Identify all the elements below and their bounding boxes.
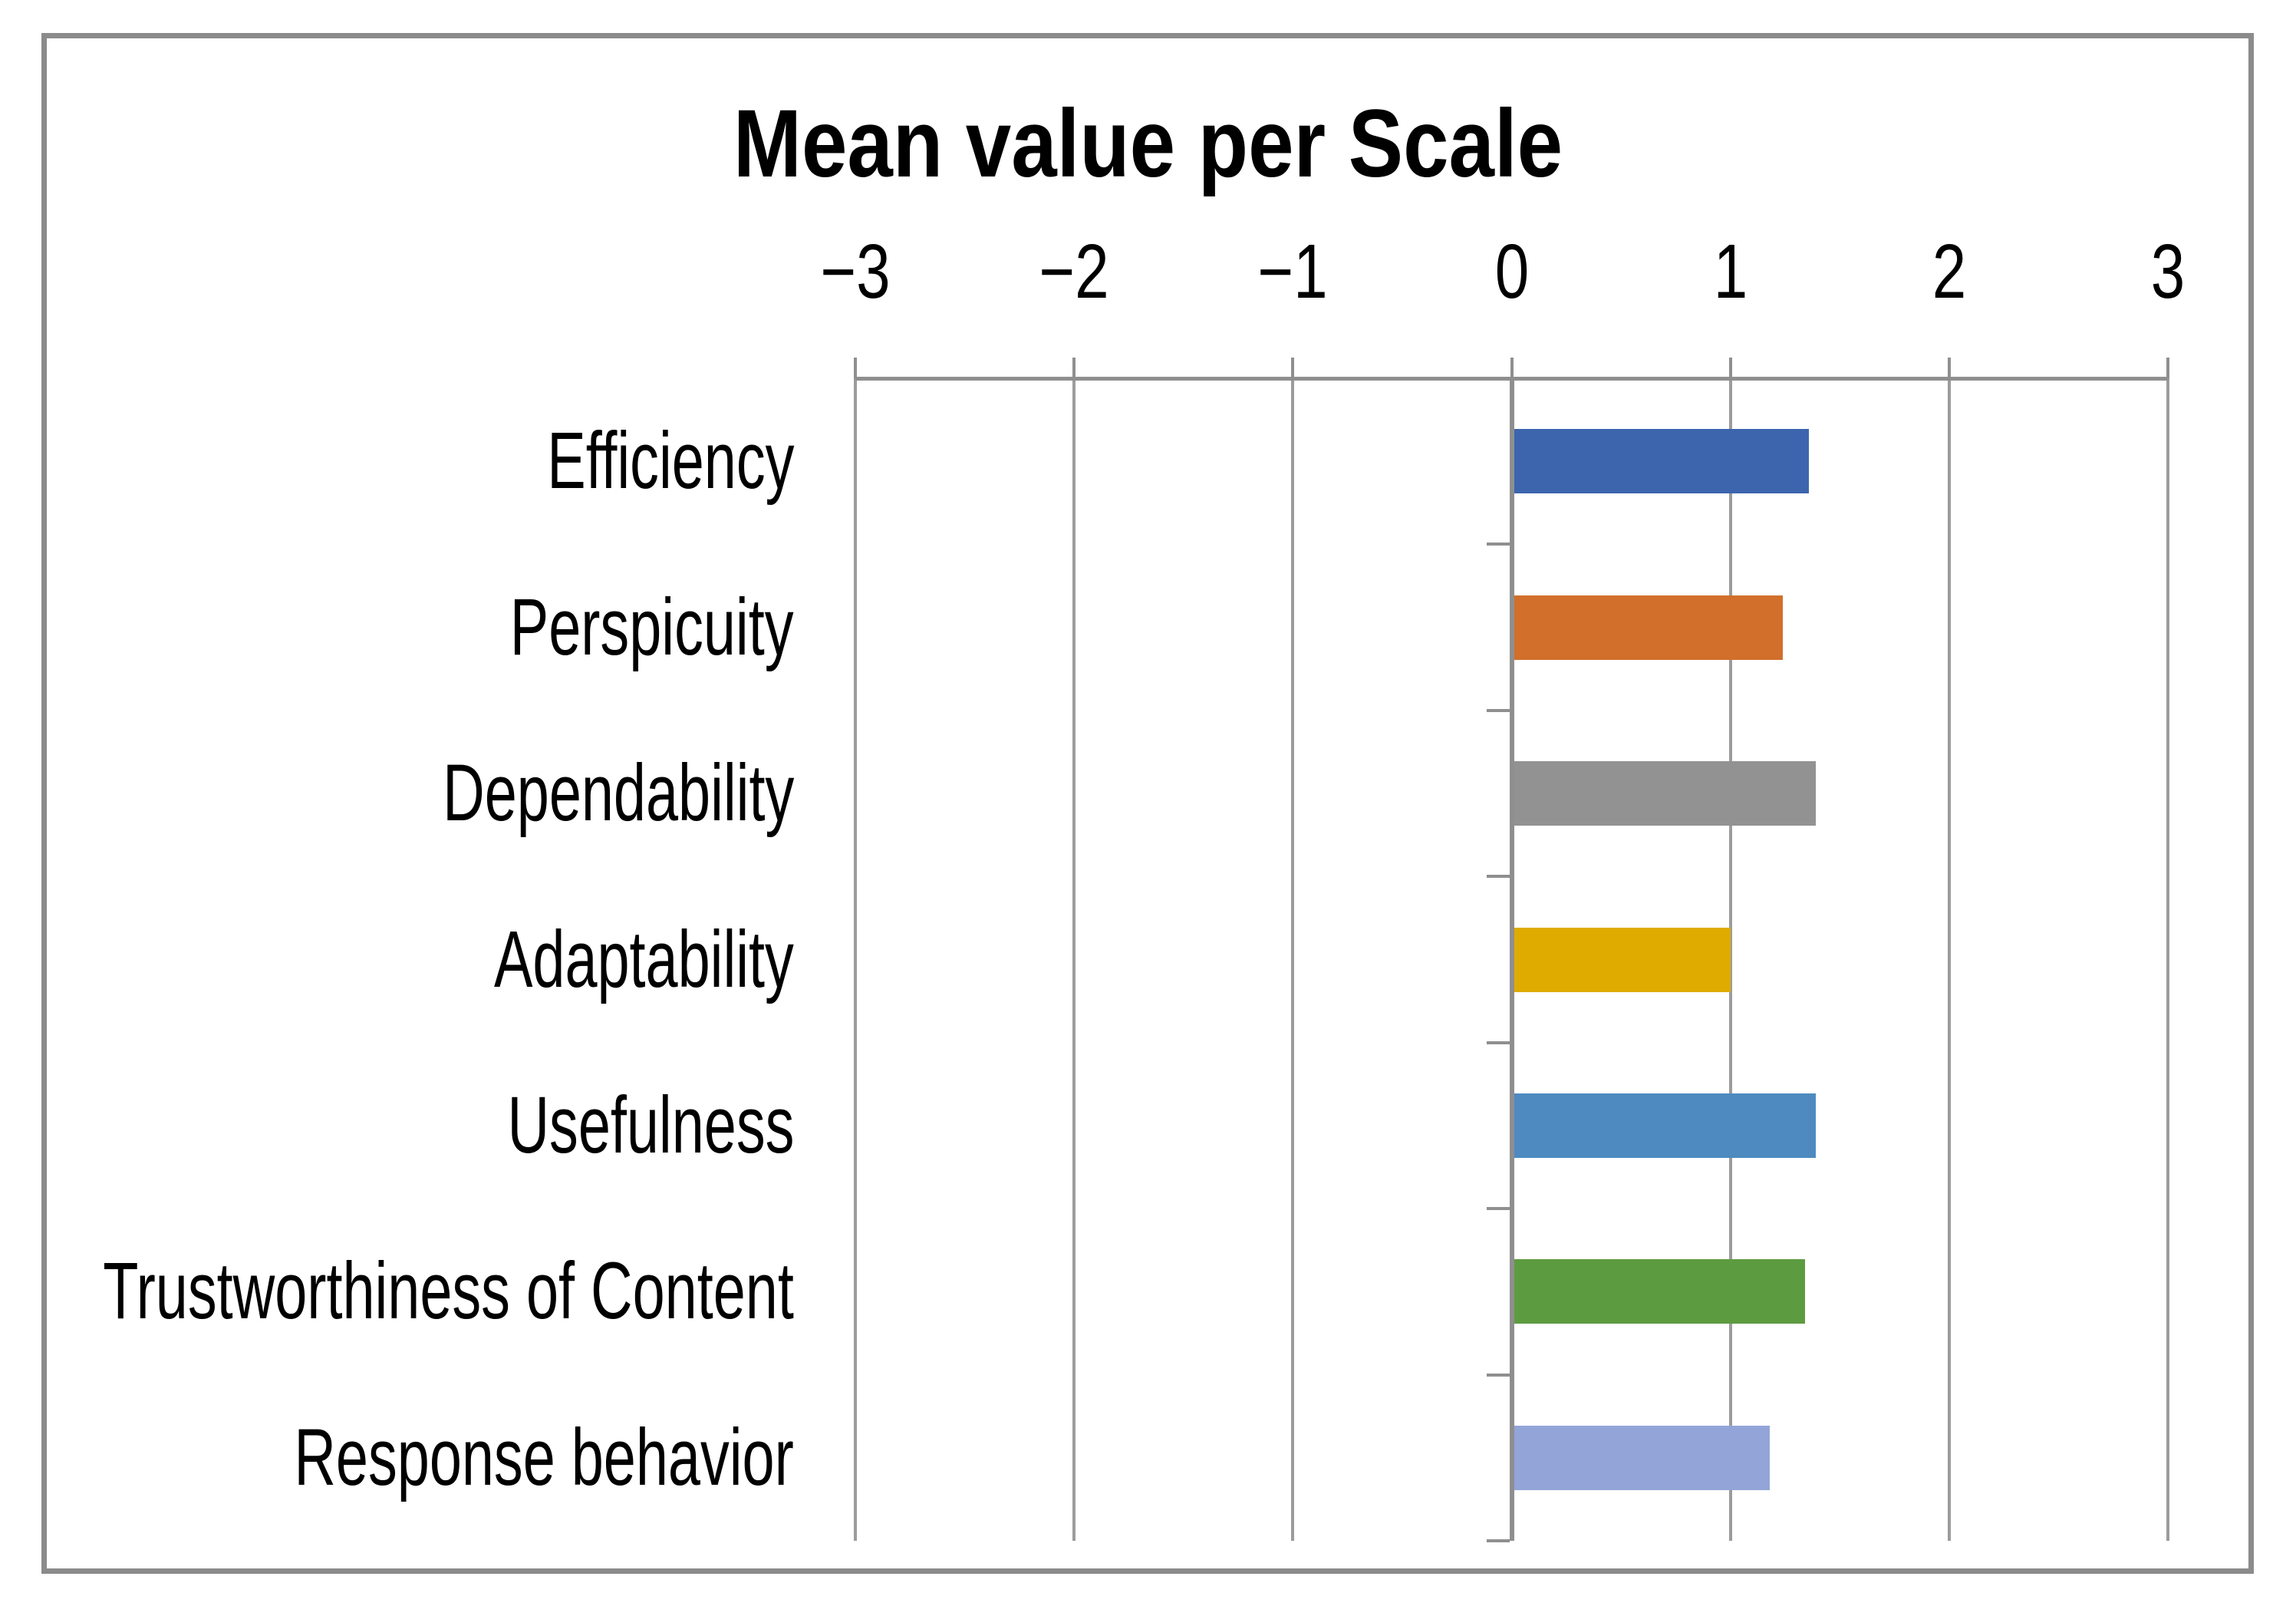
bar — [1514, 1425, 1770, 1490]
x-axis-tick — [1947, 358, 1951, 378]
category-label: Dependability — [442, 748, 794, 839]
x-axis-tick — [854, 358, 857, 378]
x-tick-label: 2 — [1932, 229, 1967, 315]
category-axis-line — [1509, 378, 1514, 1541]
gridline — [854, 378, 857, 1541]
category-axis-tick — [1486, 708, 1510, 712]
bar — [1514, 927, 1731, 992]
x-axis-tick — [1072, 358, 1076, 378]
category-label: Efficiency — [546, 416, 794, 506]
x-axis-tick — [1728, 358, 1732, 378]
x-axis-tick — [1291, 358, 1295, 378]
x-tick-label: 3 — [2150, 229, 2186, 315]
chart-title: Mean value per Scale — [733, 91, 1563, 197]
x-tick-label: −3 — [820, 229, 891, 315]
category-label: Response behavior — [294, 1412, 794, 1502]
category-axis-tick — [1486, 1041, 1510, 1044]
bar — [1514, 761, 1816, 826]
x-axis-tick — [2166, 358, 2169, 378]
category-axis-tick — [1486, 1373, 1510, 1377]
category-axis-tick — [1486, 875, 1510, 879]
category-axis-tick — [1486, 1539, 1510, 1542]
category-axis-tick — [1486, 1207, 1510, 1211]
x-tick-label: 0 — [1494, 229, 1529, 315]
gridline — [2166, 378, 2169, 1541]
chart-border — [41, 33, 2254, 1574]
gridline — [1072, 378, 1076, 1541]
category-axis-tick — [1486, 377, 1510, 380]
x-tick-label: 1 — [1713, 229, 1748, 315]
category-label: Adaptability — [494, 914, 794, 1004]
x-axis-tick — [1510, 358, 1514, 378]
category-label: Perspicuity — [510, 582, 794, 672]
category-label: Usefulness — [507, 1080, 794, 1170]
bar — [1514, 1093, 1816, 1158]
gridline — [1947, 378, 1951, 1541]
category-label: Trustworthiness of Content — [103, 1246, 794, 1337]
x-tick-label: −2 — [1039, 229, 1109, 315]
gridline — [1291, 378, 1295, 1541]
bar — [1514, 1259, 1805, 1324]
category-axis-tick — [1486, 543, 1510, 546]
bar — [1514, 429, 1810, 494]
x-tick-label: −1 — [1257, 229, 1328, 315]
bar — [1514, 595, 1784, 660]
gridline — [1728, 378, 1732, 1541]
